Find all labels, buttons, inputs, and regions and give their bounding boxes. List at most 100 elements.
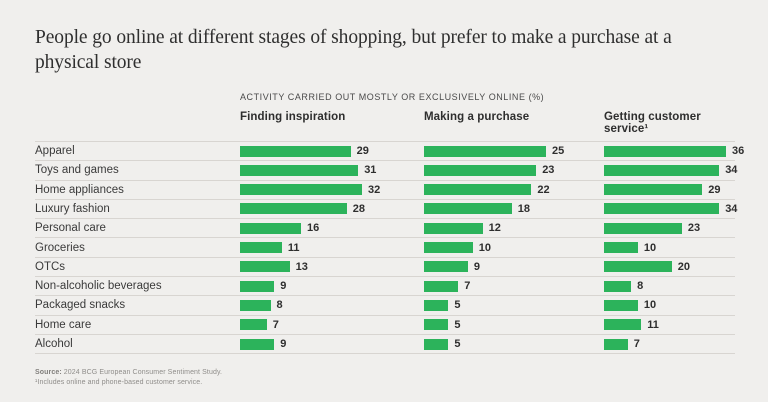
bar-cell: 16 bbox=[240, 222, 424, 234]
category-label: Apparel bbox=[35, 145, 75, 158]
table-row: Luxury fashion 28 18 34 bbox=[35, 198, 737, 218]
bar-cell: 9 bbox=[424, 261, 604, 273]
bar bbox=[604, 222, 682, 234]
bar-value-label: 36 bbox=[732, 145, 745, 158]
bar bbox=[240, 145, 351, 157]
bar-cell: 9 bbox=[240, 280, 424, 292]
bar bbox=[604, 319, 642, 331]
bar-cell: 7 bbox=[240, 319, 424, 331]
bar-value-label: 11 bbox=[647, 318, 659, 331]
bar-cell: 34 bbox=[604, 203, 737, 215]
bar-value-label: 32 bbox=[368, 183, 381, 196]
bar-value-label: 23 bbox=[542, 164, 555, 177]
bar bbox=[424, 261, 468, 273]
bar-value-label: 20 bbox=[677, 260, 691, 273]
bar bbox=[240, 184, 362, 196]
bar-value-label: 34 bbox=[725, 202, 738, 215]
bar-cell: 22 bbox=[424, 184, 604, 196]
bar bbox=[604, 299, 638, 311]
bar-value-label: 28 bbox=[352, 202, 366, 215]
bar-cell: 18 bbox=[424, 203, 604, 215]
bar-value-label: 29 bbox=[356, 145, 369, 158]
bar bbox=[240, 280, 275, 292]
bar-cell: 9 bbox=[240, 338, 424, 350]
bar-value-label: 10 bbox=[643, 299, 657, 312]
bar bbox=[240, 261, 290, 273]
bar-cell: 13 bbox=[240, 261, 424, 273]
table-row: Non-alcoholic beverages 9 7 8 bbox=[35, 275, 735, 295]
bar-cell: 10 bbox=[604, 299, 735, 311]
bar-cell: 11 bbox=[604, 319, 735, 331]
table-row: Toys and games 31 23 34 bbox=[35, 160, 737, 179]
bar bbox=[240, 299, 271, 311]
bar-cell: 5 bbox=[424, 299, 604, 311]
category-label: Groceries bbox=[35, 241, 85, 254]
bar-cell: 7 bbox=[424, 280, 604, 292]
bar-value-label: 10 bbox=[643, 241, 657, 254]
bar-value-label: 9 bbox=[280, 338, 287, 351]
bar-cell: 5 bbox=[424, 319, 604, 331]
bar-cell: 5 bbox=[424, 338, 604, 350]
bar bbox=[604, 184, 703, 196]
bar bbox=[240, 164, 359, 176]
page-title: People go online at different stages of … bbox=[35, 27, 672, 73]
bar bbox=[424, 184, 532, 196]
bar bbox=[424, 280, 459, 292]
series-header-2: Making a purchase bbox=[424, 110, 530, 123]
category-label: Personal care bbox=[35, 222, 106, 235]
bar bbox=[424, 242, 473, 254]
bar-value-label: 22 bbox=[537, 183, 550, 196]
bar-value-label: 25 bbox=[552, 145, 565, 158]
bar-cell: 8 bbox=[240, 299, 424, 311]
bar bbox=[240, 222, 301, 234]
footnote-line: ¹Includes online and phone-based custome… bbox=[35, 379, 203, 387]
category-label: Home appliances bbox=[35, 183, 124, 196]
bar-value-label: 16 bbox=[307, 222, 320, 235]
category-label: Packaged snacks bbox=[35, 299, 126, 312]
bar-value-label: 10 bbox=[478, 241, 492, 254]
table-row: Home appliances 32 22 29 bbox=[35, 179, 735, 199]
table-row: Packaged snacks 8 5 10 bbox=[35, 295, 735, 314]
bar bbox=[604, 338, 628, 350]
bar bbox=[424, 164, 537, 176]
bar-cell: 25 bbox=[424, 145, 604, 157]
header-spacer bbox=[35, 111, 240, 135]
bar bbox=[424, 203, 512, 215]
bar-cell: 28 bbox=[240, 203, 424, 215]
bar bbox=[424, 338, 449, 350]
source-note: Source: 2024 BCG European Consumer Senti… bbox=[35, 368, 735, 388]
bar bbox=[424, 319, 449, 331]
bar bbox=[424, 145, 546, 157]
series-header-3: Getting customer service¹ bbox=[604, 110, 701, 135]
source-line: Source: 2024 BCG European Consumer Senti… bbox=[35, 368, 735, 378]
bar-value-label: 12 bbox=[488, 222, 501, 235]
bar-value-label: 7 bbox=[633, 338, 640, 351]
bar-cell: 34 bbox=[604, 164, 737, 176]
table-row: Personal care 16 12 23 bbox=[35, 218, 735, 237]
bar-value-label: 18 bbox=[517, 202, 531, 215]
bar-value-label: 8 bbox=[276, 299, 283, 312]
bar bbox=[604, 261, 672, 273]
category-label: Alcohol bbox=[35, 338, 73, 351]
bar-cell: 10 bbox=[604, 242, 735, 254]
bar-cell: 20 bbox=[604, 261, 735, 273]
bar-cell: 32 bbox=[240, 184, 424, 196]
bar-value-label: 31 bbox=[364, 164, 377, 177]
bar-cell: 29 bbox=[604, 184, 735, 196]
bar-value-label: 8 bbox=[637, 280, 644, 293]
bar-value-label: 5 bbox=[454, 299, 461, 312]
bar bbox=[424, 299, 449, 311]
bar bbox=[240, 242, 282, 254]
bar bbox=[604, 242, 638, 254]
bar-cell: 12 bbox=[424, 222, 604, 234]
bar bbox=[604, 280, 632, 292]
bar-value-label: 5 bbox=[454, 338, 461, 351]
bar-value-label: 9 bbox=[473, 260, 481, 273]
bar bbox=[604, 145, 726, 157]
bar-cell: 23 bbox=[424, 164, 604, 176]
bar-cell: 23 bbox=[604, 222, 735, 234]
bar bbox=[240, 338, 275, 350]
bar-value-label: 5 bbox=[454, 318, 461, 331]
bar-cell: 29 bbox=[240, 145, 424, 157]
